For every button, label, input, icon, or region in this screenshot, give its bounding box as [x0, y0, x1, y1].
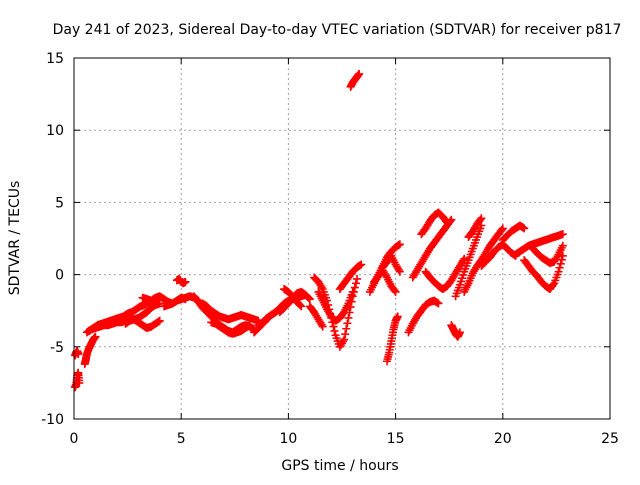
data-point: [395, 267, 404, 276]
data-point: [155, 316, 164, 325]
data-point: [350, 283, 359, 292]
data-point: [455, 328, 464, 337]
y-tick-label: -5: [50, 340, 64, 356]
data-point: [558, 241, 567, 250]
data-point: [342, 324, 351, 333]
data-point: [329, 322, 338, 331]
plot-border: [73, 57, 611, 420]
data-point: [339, 337, 348, 346]
data-point: [155, 299, 164, 308]
x-tick-label: 10: [279, 431, 297, 447]
x-axis-title: GPS time / hours: [281, 458, 398, 474]
x-tick-label: 15: [387, 431, 405, 447]
data-point: [556, 259, 565, 268]
data-point: [343, 319, 352, 328]
y-tick-label: 10: [46, 123, 64, 139]
data-point: [341, 330, 350, 339]
data-point: [91, 332, 100, 341]
data-point: [351, 279, 360, 288]
data-point: [393, 312, 402, 321]
chart-title: Day 241 of 2023, Sidereal Day-to-day VTE…: [53, 22, 622, 38]
data-point: [390, 286, 399, 295]
data-point: [394, 265, 403, 274]
data-points: [71, 69, 567, 392]
x-tick-label: 0: [70, 431, 79, 447]
data-point: [296, 301, 305, 310]
y-tick-label: 15: [46, 51, 64, 67]
y-tick-label: 5: [55, 195, 64, 211]
data-point: [305, 295, 314, 304]
data-point: [317, 283, 326, 292]
data-point: [498, 224, 507, 233]
data-point: [318, 322, 327, 331]
data-point: [344, 313, 353, 322]
data-point: [497, 225, 506, 234]
grid-lines: [74, 58, 610, 419]
data-point: [340, 335, 349, 344]
data-point: [348, 287, 357, 296]
data-point: [181, 277, 190, 286]
data-point: [477, 214, 486, 223]
data-point: [304, 294, 313, 303]
data-point: [555, 263, 564, 272]
x-tick-label: 20: [494, 431, 512, 447]
data-point: [75, 378, 84, 387]
data-point: [476, 215, 485, 224]
data-point: [74, 350, 83, 359]
data-point: [558, 230, 567, 239]
data-point: [357, 260, 366, 269]
data-point: [460, 254, 469, 263]
data-point: [520, 224, 529, 233]
data-point: [554, 267, 563, 276]
y-axis-title: SDTVAR / TECUs: [7, 181, 23, 296]
data-point: [441, 217, 450, 226]
data-point: [549, 280, 558, 289]
y-tick-label: 0: [55, 268, 64, 284]
data-point: [330, 326, 339, 335]
data-point: [391, 287, 400, 296]
axes: 0 5 10 15 20 25 -10 -5 0 5 10 15: [41, 51, 619, 447]
data-point: [297, 302, 306, 311]
data-point: [443, 218, 452, 227]
data-point: [353, 274, 362, 283]
data-point: [245, 321, 254, 330]
x-tick-label: 5: [177, 431, 186, 447]
data-point: [395, 240, 404, 249]
x-tick-label: 25: [601, 431, 619, 447]
y-tick-label: -10: [41, 412, 64, 428]
data-point: [317, 320, 326, 329]
data-point: [355, 69, 364, 78]
data-point: [434, 299, 443, 308]
